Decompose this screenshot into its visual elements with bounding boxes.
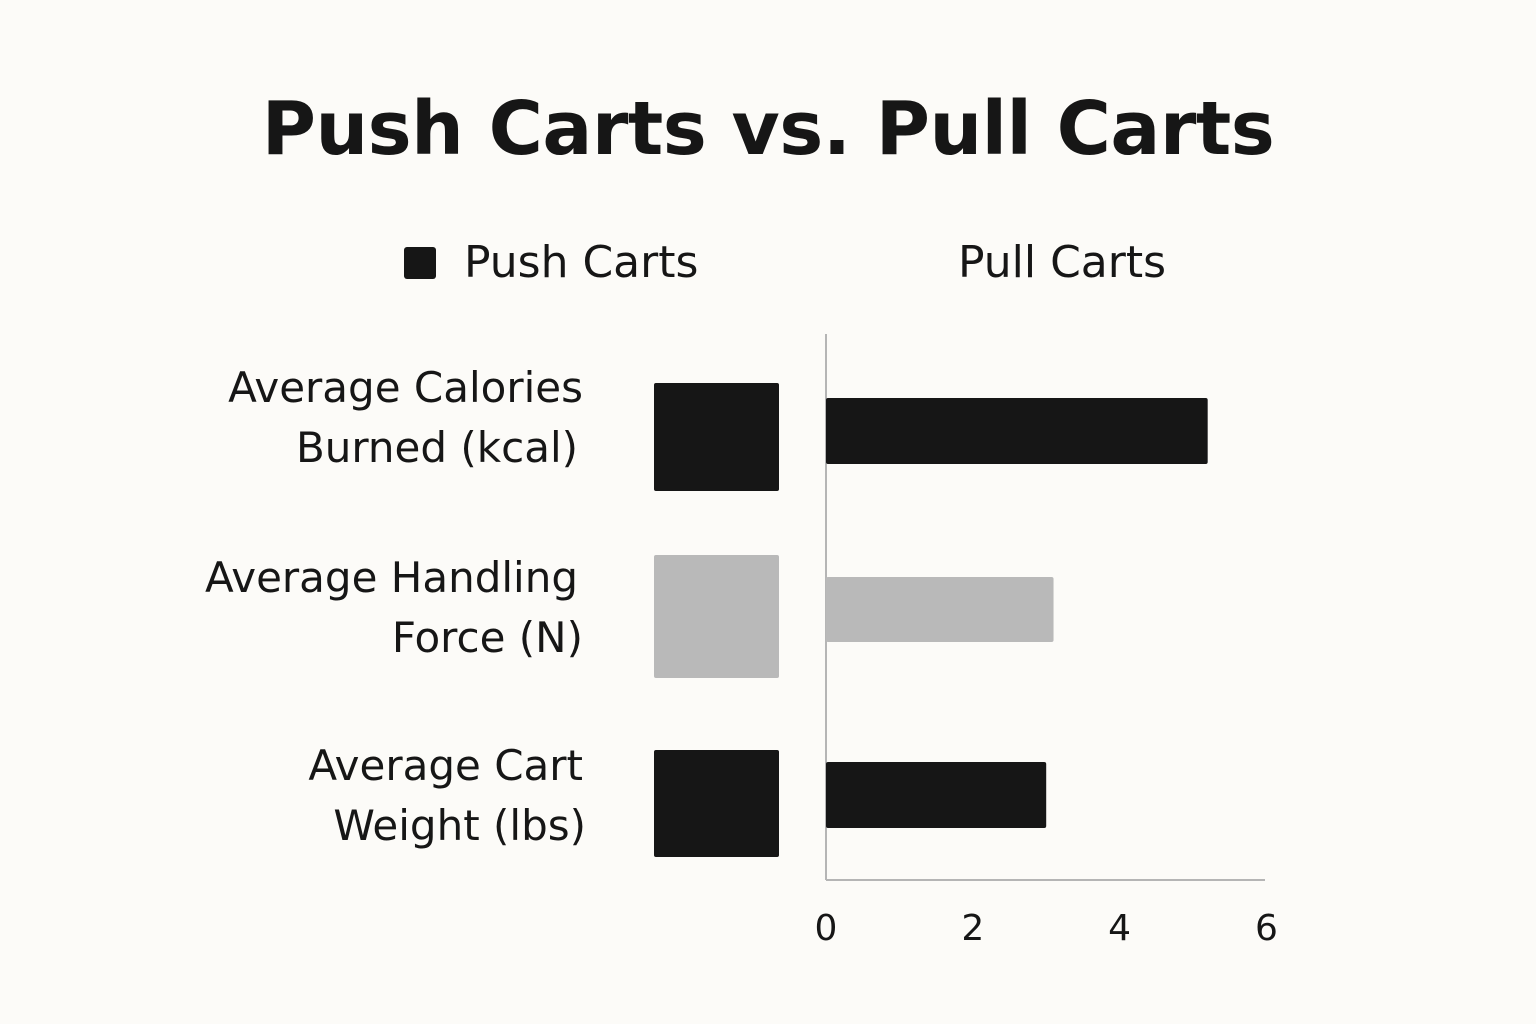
push-cart-bar xyxy=(654,383,779,491)
category-label: Average Handling xyxy=(205,553,578,602)
category-label: Weight (lbs) xyxy=(333,801,586,850)
pull-cart-bar xyxy=(826,577,1054,642)
category-label: Average Cart xyxy=(308,741,583,790)
chart-title: Push Carts vs. Pull Carts xyxy=(261,86,1275,172)
category-label: Burned (kcal) xyxy=(296,423,578,472)
x-tick-label: 4 xyxy=(1108,908,1131,949)
category-label: Average Calories xyxy=(228,363,583,412)
pull-cart-bar xyxy=(826,398,1208,464)
push-cart-bar xyxy=(654,555,779,678)
legend-swatch-icon xyxy=(404,247,436,279)
push-cart-bar xyxy=(654,750,779,857)
legend-label-pull: Pull Carts xyxy=(958,237,1167,288)
legend-item-push: Push Carts xyxy=(404,236,698,290)
legend-label-push: Push Carts xyxy=(464,237,699,288)
x-tick-label: 6 xyxy=(1255,908,1278,949)
x-tick-label: 2 xyxy=(961,908,984,949)
category-label: Force (N) xyxy=(392,613,583,662)
legend-item-pull: Pull Carts xyxy=(958,236,1166,290)
pull-cart-bar xyxy=(826,762,1047,828)
x-tick-label: 0 xyxy=(815,908,838,949)
